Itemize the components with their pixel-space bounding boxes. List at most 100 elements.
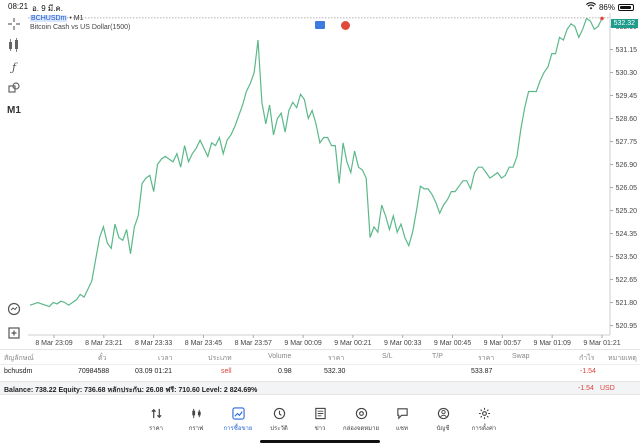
price-tick-label: 525.20 bbox=[616, 208, 638, 215]
price-tick-label: 526.90 bbox=[616, 162, 638, 169]
indicators-icon[interactable] bbox=[4, 36, 24, 54]
price-tick-label: 529.45 bbox=[616, 93, 638, 100]
time-tick-label: 9 Mar 01:09 bbox=[534, 340, 571, 347]
battery-icon bbox=[618, 3, 634, 11]
quotes-icon bbox=[150, 408, 162, 419]
nav-trade[interactable]: การซื้อขาย bbox=[218, 407, 258, 433]
wifi-icon bbox=[585, 2, 596, 12]
price-tick-label: 531.15 bbox=[616, 47, 638, 54]
time-tick-label: 9 Mar 01:21 bbox=[583, 340, 620, 347]
col-comment: หมายเหตุ bbox=[608, 355, 637, 362]
position-row[interactable]: bchusdm 70984588 03.09 01:21 sell 0.98 5… bbox=[0, 364, 640, 380]
last-price-marker bbox=[600, 16, 604, 21]
price-tick-label: 530.30 bbox=[616, 70, 638, 77]
time-tick-label: 8 Mar 23:57 bbox=[235, 340, 272, 347]
price-tick-label: 523.50 bbox=[616, 254, 638, 261]
crosshair-icon[interactable] bbox=[4, 15, 24, 33]
price-tick-label: 524.35 bbox=[616, 231, 638, 238]
col-time: เวลา bbox=[158, 355, 173, 362]
nav-news[interactable]: ข่าว bbox=[300, 407, 340, 433]
trade-nav-icon bbox=[231, 407, 245, 420]
nav-chat[interactable]: แชท bbox=[382, 407, 422, 433]
nav-account[interactable]: บัญชี bbox=[423, 407, 463, 433]
nav-mailbox-label: กล่องจดหมาย bbox=[342, 426, 380, 432]
col-price: ราคา bbox=[478, 355, 495, 362]
col-symbol: สัญลักษณ์ bbox=[4, 355, 34, 362]
time-tick-label: 9 Mar 00:21 bbox=[334, 340, 371, 347]
nav-chat-label: แชท bbox=[396, 426, 408, 432]
time-tick-label: 9 Mar 00:57 bbox=[484, 340, 521, 347]
settings-icon bbox=[478, 407, 490, 420]
row-ticket: 70984588 bbox=[78, 368, 110, 375]
status-date: อ. 9 มี.ค. bbox=[32, 4, 63, 13]
price-tick-label: 522.65 bbox=[616, 277, 638, 284]
row-open-price: 532.30 bbox=[324, 368, 346, 375]
battery-percent: 86% bbox=[598, 2, 615, 12]
price-series-line bbox=[29, 17, 603, 308]
nav-chart[interactable]: กราฟ bbox=[176, 407, 216, 433]
trade-icon[interactable] bbox=[4, 300, 24, 318]
nav-account-label: บัญชี bbox=[436, 426, 450, 432]
nav-quotes-label: ราคา bbox=[149, 426, 163, 432]
time-tick-label: 9 Mar 00:09 bbox=[284, 340, 321, 347]
objects-icon[interactable] bbox=[4, 79, 24, 97]
account-icon bbox=[437, 407, 449, 420]
time-tick-label: 9 Mar 00:33 bbox=[384, 340, 421, 347]
nav-news-label: ข่าว bbox=[314, 426, 326, 432]
history-icon bbox=[273, 407, 285, 420]
current-price-tag: 532.32 bbox=[610, 19, 638, 28]
status-time: 08:21 bbox=[8, 2, 29, 11]
time-tick-label: 8 Mar 23:33 bbox=[135, 340, 172, 347]
row-type: sell bbox=[221, 368, 232, 375]
chat-icon bbox=[396, 408, 408, 420]
col-profit: กำไร bbox=[579, 355, 595, 362]
time-tick-label: 9 Mar 00:45 bbox=[434, 340, 471, 347]
buy-badge[interactable] bbox=[315, 21, 325, 29]
row-volume: 0.98 bbox=[278, 368, 292, 375]
row-price: 533.87 bbox=[471, 368, 493, 375]
col-tp: T/P bbox=[432, 353, 443, 360]
chart-symbol-line: BCHUSDm • M1 bbox=[30, 15, 83, 22]
positions-header: สัญลักษณ์ ตั๋ว เวลา ประเภท Volume ราคา S… bbox=[0, 349, 640, 363]
time-tick-label: 8 Mar 23:21 bbox=[85, 340, 122, 347]
nav-history-label: ประวัติ bbox=[270, 426, 288, 432]
add-icon[interactable] bbox=[4, 324, 24, 342]
chart-icon bbox=[191, 408, 201, 419]
row-time: 03.09 01:21 bbox=[135, 368, 172, 375]
timeframe-button[interactable]: M1 bbox=[7, 104, 21, 116]
price-tick-label: 521.80 bbox=[616, 300, 638, 307]
nav-trade-label: การซื้อขาย bbox=[223, 426, 253, 432]
balance-profit: -1.54 bbox=[578, 385, 594, 392]
function-icon[interactable]: ƒ bbox=[11, 60, 17, 74]
news-icon bbox=[314, 407, 326, 420]
nav-mailbox[interactable]: กล่องจดหมาย bbox=[341, 407, 381, 433]
sell-badge[interactable] bbox=[341, 21, 350, 30]
nav-history[interactable]: ประวัติ bbox=[259, 407, 299, 433]
nav-chart-label: กราฟ bbox=[188, 426, 204, 432]
row-profit: -1.54 bbox=[580, 368, 596, 375]
balance-summary: Balance: 738.22 Equity: 736.68 หลักประกั… bbox=[4, 387, 258, 394]
nav-settings-label: การตั้งค่า bbox=[471, 426, 497, 432]
status-bar: 08:21 อ. 9 มี.ค. 86% bbox=[0, 0, 640, 13]
col-type: ประเภท bbox=[208, 355, 232, 362]
col-sl: S/L bbox=[382, 353, 393, 360]
symbol-description: Bitcoin Cash vs US Dollar(1500) bbox=[30, 24, 131, 31]
nav-settings[interactable]: การตั้งค่า bbox=[464, 407, 504, 433]
nav-quotes[interactable]: ราคา bbox=[136, 407, 176, 433]
mailbox-icon bbox=[355, 407, 367, 420]
symbol-name[interactable]: BCHUSDm bbox=[30, 15, 68, 22]
balance-bar: Balance: 738.22 Equity: 736.68 หลักประกั… bbox=[0, 381, 640, 395]
left-toolbar: ƒ M1 bbox=[0, 13, 28, 343]
home-indicator bbox=[260, 440, 380, 443]
price-chart[interactable]: 532.00531.15530.30529.45528.60527.75526.… bbox=[28, 13, 640, 347]
time-tick-label: 8 Mar 23:45 bbox=[185, 340, 222, 347]
col-ticket: ตั๋ว bbox=[98, 355, 107, 362]
chart-canvas[interactable]: 532.00531.15530.30529.45528.60527.75526.… bbox=[28, 13, 640, 347]
balance-currency: USD bbox=[600, 385, 615, 392]
col-open-price: ราคา bbox=[328, 355, 345, 362]
time-tick-label: 8 Mar 23:09 bbox=[35, 340, 72, 347]
col-swap: Swap bbox=[512, 353, 530, 360]
price-tick-label: 526.05 bbox=[616, 185, 638, 192]
price-tick-label: 528.60 bbox=[616, 116, 638, 123]
timeframe-text: • M1 bbox=[69, 15, 84, 22]
